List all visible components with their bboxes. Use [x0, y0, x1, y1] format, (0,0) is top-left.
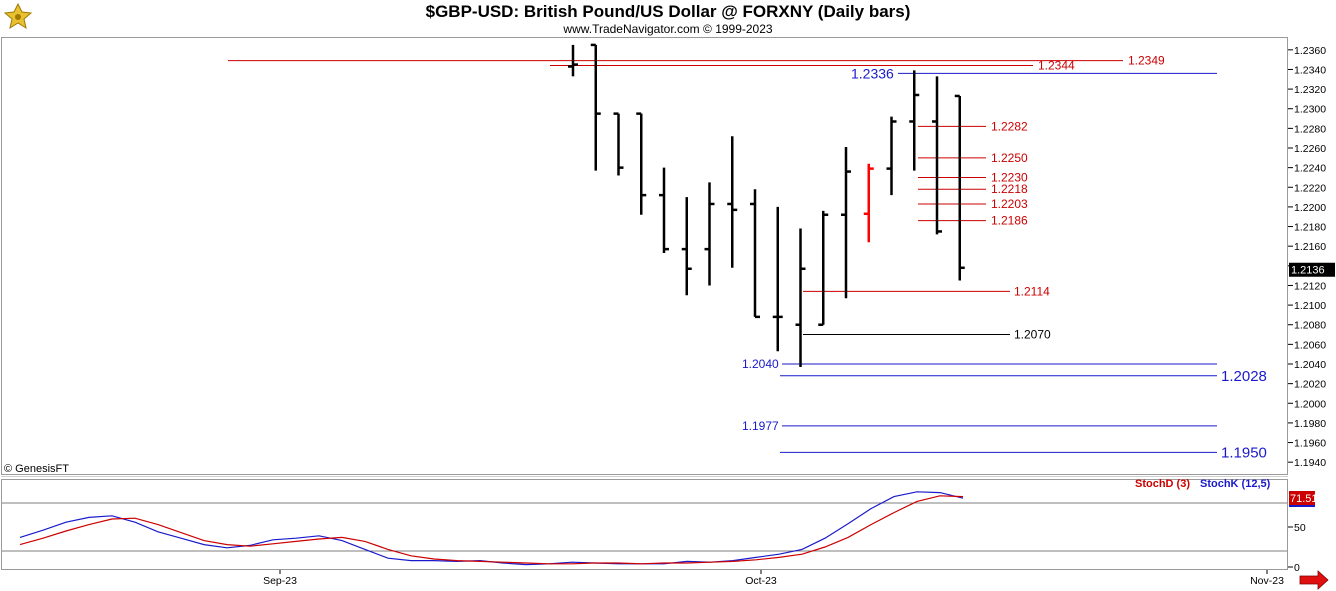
price-tick-label: 1.2220 [1294, 182, 1326, 194]
price-tick-label: 1.2200 [1294, 202, 1326, 214]
price-tick-label: 1.2040 [1294, 359, 1326, 371]
ohlc-bar [568, 44, 578, 77]
date-tick-label: Oct-23 [745, 575, 777, 587]
scroll-right-icon[interactable] [1299, 570, 1329, 590]
ohlc-bar [863, 163, 874, 243]
ohlc-bars [568, 43, 965, 367]
price-level-label: 1.2250 [991, 151, 1028, 165]
price-tick-label: 1.2300 [1294, 104, 1326, 116]
ohlc-bar [704, 182, 715, 286]
ohlc-bar [886, 116, 897, 196]
ohlc-bar [613, 112, 624, 176]
price-tick-label: 1.2360 [1294, 45, 1326, 57]
price-levels: 1.23491.23441.23361.22821.22501.22301.22… [228, 54, 1267, 461]
ohlc-bar [954, 94, 965, 281]
price-tick-label: 1.2160 [1294, 241, 1326, 253]
stochastic-pane: 50 0 StochD (3) StochK (12,5) 71.51 [2, 478, 1318, 574]
chart-subtitle: www.TradeNavigator.com © 1999-2023 [563, 22, 773, 36]
stoch-series-line [19, 495, 964, 565]
date-tick-label: Sep-23 [263, 575, 297, 587]
stoch-value-badge [1289, 491, 1315, 505]
ohlc-bar [841, 147, 851, 299]
price-level-label: 1.2230 [991, 170, 1028, 184]
price-tick-label: 1.2280 [1294, 123, 1326, 135]
price-tick-label: 1.2120 [1294, 280, 1326, 292]
ohlc-bar [590, 43, 601, 171]
price-level-label: 1.1950 [1221, 444, 1267, 461]
credit-label: © GenesisFT [4, 463, 69, 475]
price-tick-label: 1.2260 [1294, 143, 1326, 155]
ohlc-bar [932, 76, 942, 235]
last-price-label: 1.2136 [1291, 265, 1325, 277]
ohlc-bar [750, 189, 760, 319]
price-level-label: 1.2070 [1014, 328, 1051, 342]
price-level-label: 1.2040 [742, 357, 779, 371]
price-tick-label: 1.2100 [1294, 300, 1326, 312]
price-tick-label: 1.2320 [1294, 84, 1326, 96]
chart-title: $GBP-USD: British Pound/US Dollar @ FORX… [425, 2, 911, 21]
stoch-pane-frame [1, 479, 1288, 570]
date-axis: Sep-23 Oct-23 Nov-23 [263, 570, 1284, 587]
price-level-label: 1.2203 [991, 197, 1028, 211]
ohlc-bar [681, 197, 692, 296]
trade-navigator-logo [2, 2, 34, 34]
ohlc-bar [909, 70, 920, 171]
price-tick-label: 1.2080 [1294, 320, 1326, 332]
price-pane-frame [1, 37, 1288, 475]
price-tick-label: 1.2060 [1294, 339, 1326, 351]
ohlc-bar [659, 167, 669, 254]
ohlc-bar [727, 136, 738, 268]
price-tick-label: 1.1940 [1294, 457, 1326, 469]
last-price-badge [1289, 262, 1335, 277]
stoch-d-legend: StochD (3) [1135, 478, 1190, 490]
price-tick-label: 1.1980 [1294, 418, 1326, 430]
ohlc-bar [772, 206, 783, 352]
price-tick-label: 1.2240 [1294, 163, 1326, 175]
price-level-label: 1.2218 [991, 182, 1028, 196]
price-tick-label: 1.2000 [1294, 398, 1326, 410]
stoch-value-label: 71.51 [1290, 493, 1318, 505]
price-level-label: 1.2028 [1221, 368, 1267, 385]
price-level-label: 1.2186 [991, 214, 1028, 228]
price-level-label: 1.2282 [991, 119, 1028, 133]
price-level-label: 1.1977 [742, 419, 779, 433]
stoch-tick-label: 50 [1294, 522, 1306, 534]
price-tick-label: 1.2020 [1294, 379, 1326, 391]
price-tick-label: 1.2340 [1294, 64, 1326, 76]
stoch-value-badge-underline [1289, 505, 1315, 507]
price-level-label: 1.2336 [851, 65, 894, 81]
stoch-k-legend: StochK (12,5) [1200, 478, 1271, 490]
price-tick-label: 1.1960 [1294, 438, 1326, 450]
price-level-label: 1.2349 [1128, 54, 1165, 68]
price-level-label: 1.2114 [1014, 284, 1050, 298]
ohlc-bar [636, 112, 647, 215]
price-tick-label: 1.2180 [1294, 222, 1326, 234]
stoch-tick-label: 0 [1294, 562, 1300, 574]
ohlc-bar [818, 210, 829, 326]
price-axis: 1.2360 1.2340 1.2320 1.2300 1.2280 1.2260 1.22… [1288, 45, 1335, 469]
price-level-label: 1.2344 [1038, 59, 1075, 73]
date-tick-label: Nov-23 [1250, 575, 1284, 587]
ohlc-bar [795, 228, 806, 367]
